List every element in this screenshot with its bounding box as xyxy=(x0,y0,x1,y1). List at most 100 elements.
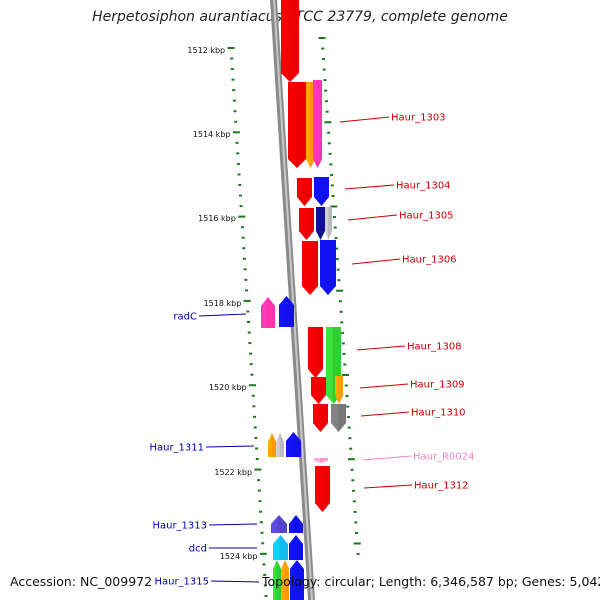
gene-feature-highlight xyxy=(314,177,322,206)
reverse-gene-label[interactable]: dcd xyxy=(189,544,207,555)
gene-feature[interactable] xyxy=(279,296,294,327)
gene-feature-highlight xyxy=(290,560,297,600)
ruler-right-tick xyxy=(322,68,326,71)
kbp-tick-label: 1524 kbp xyxy=(220,552,258,561)
reverse-gene-leader-line xyxy=(198,313,247,317)
ruler-right-tick xyxy=(336,289,344,292)
ruler-left-tick xyxy=(263,573,267,576)
ruler-right-tick xyxy=(330,184,334,187)
gene-feature-highlight xyxy=(308,327,316,378)
ruler-left-tick xyxy=(243,268,247,271)
gene-feature[interactable] xyxy=(281,0,299,82)
gene-feature[interactable] xyxy=(314,177,329,206)
ruler-left-tick xyxy=(237,173,241,176)
ruler-right-tick xyxy=(321,58,325,61)
forward-gene-label[interactable]: Haur_1312 xyxy=(414,481,469,492)
ruler-right-tick xyxy=(354,521,358,524)
forward-gene-label[interactable]: Haur_1306 xyxy=(402,255,457,266)
reverse-gene-label[interactable]: radC xyxy=(173,312,197,323)
ruler-left-tick xyxy=(234,120,238,123)
gene-feature[interactable] xyxy=(320,240,336,295)
forward-gene-label[interactable]: Haur_1303 xyxy=(391,113,446,124)
forward-gene-label[interactable]: Haur_1310 xyxy=(411,408,466,419)
gene-feature[interactable] xyxy=(314,458,328,463)
ruler-left-tick xyxy=(261,542,265,545)
gene-feature-highlight xyxy=(273,535,281,560)
ruler-left-tick xyxy=(232,99,236,102)
accession-text: Accession: NC_009972 xyxy=(10,574,153,589)
ruler-left-tick xyxy=(240,226,244,229)
gene-feature[interactable] xyxy=(271,515,287,533)
gene-feature[interactable] xyxy=(313,404,328,432)
gene-feature[interactable] xyxy=(290,560,304,600)
ruler-left-tick xyxy=(242,257,246,260)
ruler-left-tick xyxy=(244,278,248,281)
reverse-gene-label[interactable]: Haur_1313 xyxy=(152,521,207,532)
gene-feature[interactable] xyxy=(331,404,346,432)
gene-feature[interactable] xyxy=(335,376,343,404)
gene-feature[interactable] xyxy=(315,466,330,512)
gene-feature[interactable] xyxy=(297,178,312,206)
ruler-left-tick xyxy=(236,162,240,165)
ruler-right-tick xyxy=(324,89,328,92)
rna-gene-leader-line xyxy=(362,455,412,461)
gene-feature[interactable] xyxy=(268,433,276,457)
gene-feature[interactable] xyxy=(311,377,326,404)
gene-feature-highlight xyxy=(302,241,310,295)
ruler-left-tick xyxy=(243,299,251,302)
gene-feature[interactable] xyxy=(302,241,318,295)
gene-feature-highlight xyxy=(281,560,285,600)
gene-feature[interactable] xyxy=(286,432,301,457)
gene-feature[interactable] xyxy=(273,560,281,600)
gene-feature[interactable] xyxy=(306,82,315,168)
ruler-right-tick xyxy=(337,279,341,282)
forward-gene-label[interactable]: Haur_1308 xyxy=(407,342,462,353)
gene-feature[interactable] xyxy=(273,535,288,560)
ruler-left-tick xyxy=(232,89,236,92)
ruler-right-tick xyxy=(334,237,338,240)
ruler-left-tick xyxy=(249,363,253,366)
gene-feature[interactable] xyxy=(281,560,289,600)
gene-feature-highlight xyxy=(314,458,321,463)
forward-gene-label[interactable]: Haur_1304 xyxy=(396,181,451,192)
forward-gene-leader-line xyxy=(356,345,406,351)
ruler-left-tick xyxy=(260,531,264,534)
ruler-left-tick xyxy=(231,78,235,81)
ruler-right-tick xyxy=(345,395,349,398)
ruler-right-tick xyxy=(324,121,332,124)
gene-feature[interactable] xyxy=(261,297,275,328)
ruler-left-tick xyxy=(249,384,257,387)
gene-feature[interactable] xyxy=(289,515,303,533)
kbp-tick-label: 1512 kbp xyxy=(187,46,225,55)
ruler-left-tick xyxy=(246,310,250,313)
gene-feature[interactable] xyxy=(308,327,323,378)
gene-feature[interactable] xyxy=(299,208,314,240)
gene-feature-highlight xyxy=(261,297,268,328)
ruler-right-tick xyxy=(342,352,346,355)
gene-feature[interactable] xyxy=(325,207,332,240)
gene-feature[interactable] xyxy=(276,433,284,457)
forward-gene-label[interactable]: Haur_1305 xyxy=(399,211,454,222)
forward-gene-leader-line xyxy=(359,383,409,389)
forward-gene-label[interactable]: Haur_1309 xyxy=(410,380,465,391)
ruler-left-tick xyxy=(244,289,248,292)
gene-feature[interactable] xyxy=(288,82,306,168)
gene-feature-highlight xyxy=(316,207,321,240)
gene-feature-highlight xyxy=(288,82,297,168)
ruler-right-tick xyxy=(333,226,337,229)
forward-gene-leader-line xyxy=(363,484,413,489)
gene-feature-highlight xyxy=(313,80,318,168)
reverse-gene-label[interactable]: Haur_1311 xyxy=(149,443,204,454)
gene-feature-highlight xyxy=(326,327,334,404)
forward-gene-leader-line xyxy=(351,258,401,265)
reverse-gene-label[interactable]: Haur_1315 xyxy=(154,577,209,588)
gene-feature[interactable] xyxy=(313,80,322,168)
ruler-left-tick xyxy=(264,595,268,597)
gene-feature-highlight xyxy=(299,208,307,240)
gene-feature[interactable] xyxy=(316,207,325,240)
map-title: Herpetosiphon aurantiacus ATCC 23779, co… xyxy=(92,9,508,25)
gene-feature-highlight xyxy=(320,240,328,295)
gene-feature[interactable] xyxy=(289,535,303,560)
ruler-left-tick xyxy=(263,584,267,587)
rna-gene-label[interactable]: Haur_R0024 xyxy=(413,452,475,463)
